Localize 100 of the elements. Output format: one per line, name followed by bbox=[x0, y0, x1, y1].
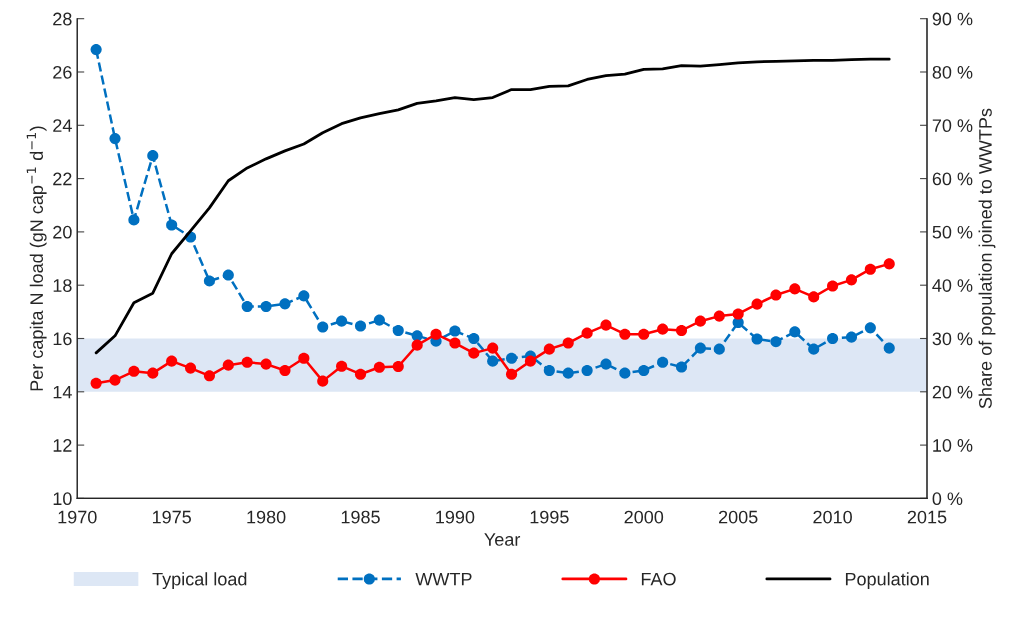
x-tick-label: 2015 bbox=[907, 510, 947, 524]
point bbox=[619, 328, 631, 340]
point bbox=[638, 328, 650, 340]
y2-tick-label: 30 % bbox=[932, 332, 973, 346]
y-tick-label: 28 bbox=[53, 12, 72, 26]
point bbox=[449, 337, 461, 349]
x-tick-label: 2010 bbox=[813, 510, 852, 524]
point bbox=[468, 347, 480, 359]
x-tick-label: 1995 bbox=[530, 510, 569, 524]
point bbox=[392, 324, 404, 337]
point bbox=[298, 352, 310, 364]
point bbox=[241, 356, 253, 368]
point bbox=[336, 315, 348, 327]
point bbox=[430, 328, 442, 340]
point bbox=[713, 310, 725, 322]
point bbox=[808, 291, 820, 303]
y2-tick-label: 0 % bbox=[932, 492, 963, 506]
point bbox=[808, 343, 820, 355]
point bbox=[373, 361, 385, 373]
point bbox=[713, 343, 725, 355]
legend-label: Typical load bbox=[152, 572, 247, 590]
point bbox=[298, 290, 310, 302]
point bbox=[506, 368, 518, 380]
point bbox=[336, 360, 348, 372]
point bbox=[751, 298, 763, 310]
point bbox=[827, 280, 839, 292]
point bbox=[90, 44, 102, 56]
x-tick-label: 1985 bbox=[341, 510, 380, 524]
point bbox=[279, 298, 291, 310]
point bbox=[166, 355, 178, 367]
y-tick-label: 14 bbox=[53, 385, 72, 399]
y2-tick-label: 60 % bbox=[932, 172, 973, 186]
point bbox=[694, 342, 706, 354]
point bbox=[751, 333, 763, 345]
point bbox=[203, 275, 215, 287]
point bbox=[619, 367, 631, 379]
point bbox=[845, 331, 858, 343]
point bbox=[581, 364, 593, 377]
point bbox=[581, 327, 593, 339]
point bbox=[543, 343, 555, 355]
point bbox=[524, 355, 537, 367]
y2-tick-label: 90 % bbox=[932, 12, 973, 26]
y2-tick-label: 20 % bbox=[932, 385, 973, 399]
legend-label: WWTP bbox=[415, 572, 472, 586]
point bbox=[128, 214, 140, 226]
point bbox=[770, 336, 782, 348]
point bbox=[789, 283, 801, 295]
point bbox=[864, 263, 876, 275]
y2-tick-label: 50 % bbox=[932, 225, 973, 239]
point bbox=[317, 375, 329, 387]
point bbox=[241, 300, 253, 313]
point bbox=[222, 269, 234, 281]
x-axis-title: Year bbox=[484, 533, 521, 546]
point bbox=[90, 377, 102, 389]
point bbox=[354, 368, 367, 380]
legend-label: FAO bbox=[641, 572, 676, 586]
point bbox=[109, 133, 121, 145]
point bbox=[675, 361, 688, 373]
y-tick-label: 26 bbox=[53, 65, 72, 79]
y-tick-label: 10 bbox=[53, 492, 72, 506]
point bbox=[883, 258, 895, 270]
point bbox=[657, 356, 669, 368]
legend-label: Population bbox=[845, 572, 929, 590]
point bbox=[128, 365, 140, 377]
y-tick-label: 12 bbox=[53, 439, 72, 452]
y-axis-title: Per capita N load (gN cap$^{−1}$ d$^{−1}$) bbox=[26, 126, 47, 391]
point bbox=[845, 274, 858, 286]
y-tick-label: 18 bbox=[53, 279, 72, 292]
y-tick-label: 24 bbox=[53, 119, 72, 132]
point bbox=[827, 332, 839, 345]
point bbox=[279, 364, 291, 377]
point bbox=[468, 332, 480, 345]
point bbox=[562, 367, 574, 379]
point bbox=[411, 339, 423, 351]
y2-tick-label: 70 % bbox=[932, 119, 973, 133]
y2-axis-title: Share of population joined to WWTPs bbox=[978, 108, 996, 409]
point bbox=[487, 342, 499, 354]
point bbox=[109, 374, 121, 386]
point bbox=[184, 362, 197, 374]
y-tick-label: 16 bbox=[53, 332, 72, 346]
point bbox=[147, 150, 159, 162]
point bbox=[317, 321, 329, 333]
point bbox=[260, 358, 272, 370]
y2-tick-label: 80 % bbox=[932, 65, 973, 79]
point bbox=[864, 322, 876, 334]
point bbox=[789, 326, 801, 338]
y2-tick-label: 40 % bbox=[932, 279, 973, 292]
point bbox=[657, 323, 669, 335]
point bbox=[543, 364, 555, 377]
point bbox=[373, 314, 385, 326]
point bbox=[694, 315, 706, 327]
point bbox=[883, 342, 895, 354]
point bbox=[147, 367, 159, 379]
point bbox=[166, 219, 178, 231]
point bbox=[392, 360, 404, 373]
x-tick-label: 1970 bbox=[58, 510, 97, 524]
x-tick-label: 1990 bbox=[436, 510, 475, 524]
x-tick-label: 2000 bbox=[624, 510, 664, 524]
point bbox=[675, 324, 688, 337]
point bbox=[600, 358, 612, 370]
